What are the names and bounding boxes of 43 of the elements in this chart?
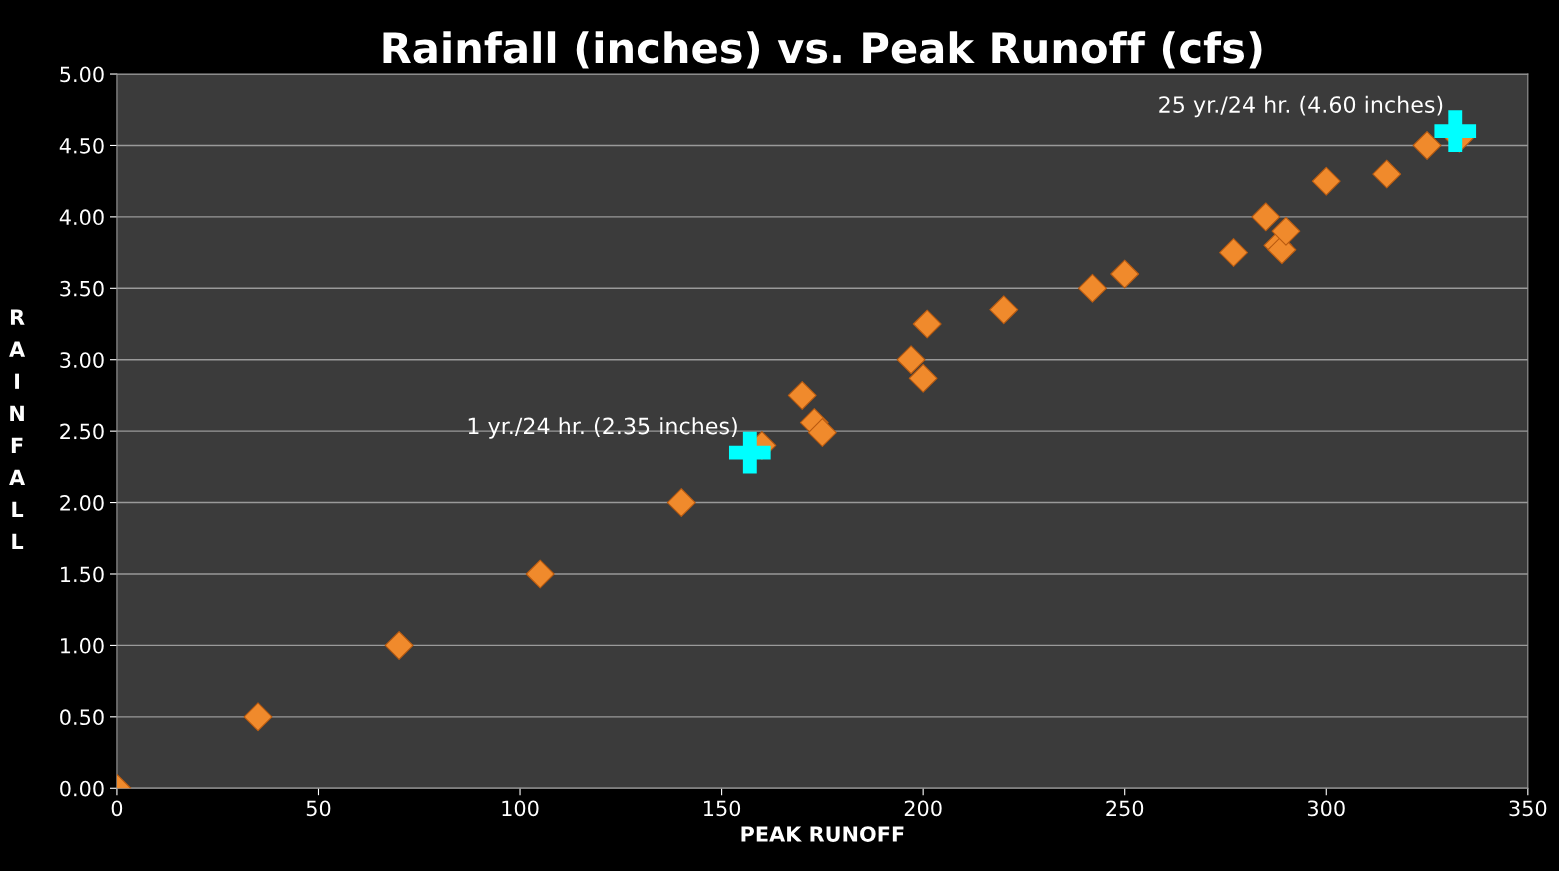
chart-title: Rainfall (inches) vs. Peak Runoff (cfs) <box>383 31 1262 69</box>
point <box>243 702 273 732</box>
x-tick-label: 100 <box>502 800 539 817</box>
point <box>1271 216 1301 246</box>
y-tick-label: 1.00 <box>61 637 104 654</box>
y-tick-label: 1.50 <box>61 566 104 583</box>
point <box>1219 238 1248 268</box>
point <box>1372 159 1402 189</box>
y-tick-label: 5.00 <box>60 66 104 83</box>
x-tick-label: 0 <box>111 800 123 817</box>
point <box>1078 273 1107 303</box>
y-tick-label: 3.00 <box>60 352 104 368</box>
y-tick-label: 4.00 <box>59 209 104 226</box>
point <box>1251 202 1281 232</box>
y-tick-label: 0.00 <box>60 780 104 797</box>
point <box>807 418 837 448</box>
point <box>989 295 1019 325</box>
point <box>1412 131 1442 160</box>
point <box>1311 166 1341 196</box>
y-tick-label: 4.50 <box>59 137 104 154</box>
x-tick-label: 350 <box>1509 800 1547 817</box>
x-tick-label: 50 <box>306 800 331 817</box>
annotation: 1 yr./24 hr. (2.35 inches) <box>468 417 737 439</box>
point <box>1267 235 1297 265</box>
x-tick-label: 250 <box>1106 800 1144 817</box>
point <box>896 345 926 375</box>
x-tick-label: 300 <box>1307 800 1345 817</box>
point <box>525 559 555 589</box>
annotation: 25 yr./24 hr. (4.60 inches) <box>1159 95 1443 118</box>
y-axis-title: RAINFALL <box>9 309 26 550</box>
point <box>666 488 696 518</box>
y-tick-label: 2.50 <box>60 423 104 440</box>
x-tick-label: 200 <box>904 800 942 817</box>
y-tick-label: 0.50 <box>60 709 104 726</box>
point <box>787 380 817 410</box>
x-axis-title: PEAK RUNOFF <box>741 826 904 842</box>
y-tick-label: 3.50 <box>60 280 104 297</box>
point <box>1110 259 1140 289</box>
point <box>912 309 942 339</box>
point <box>384 630 414 660</box>
y-tick-label: 2.00 <box>60 495 104 511</box>
x-tick-label: 150 <box>704 800 741 817</box>
point <box>908 363 938 393</box>
